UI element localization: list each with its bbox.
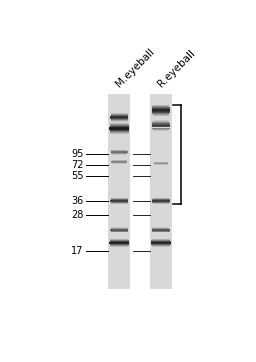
Bar: [150, 94, 172, 289]
Bar: [108, 94, 130, 289]
Text: 28: 28: [71, 210, 83, 220]
Bar: [153, 105, 169, 106]
Bar: [152, 107, 169, 108]
Bar: [153, 115, 169, 116]
Text: 72: 72: [71, 160, 83, 170]
Text: 55: 55: [71, 171, 83, 181]
Bar: [152, 109, 170, 110]
Text: M.eyeball: M.eyeball: [114, 47, 157, 89]
Bar: [152, 110, 170, 111]
Bar: [152, 113, 169, 114]
Text: 95: 95: [71, 148, 83, 159]
Text: 36: 36: [71, 196, 83, 206]
Bar: [152, 111, 170, 112]
Bar: [152, 112, 170, 113]
Text: 17: 17: [71, 246, 83, 256]
Bar: [153, 106, 169, 107]
Text: R.eyeball: R.eyeball: [156, 49, 197, 89]
